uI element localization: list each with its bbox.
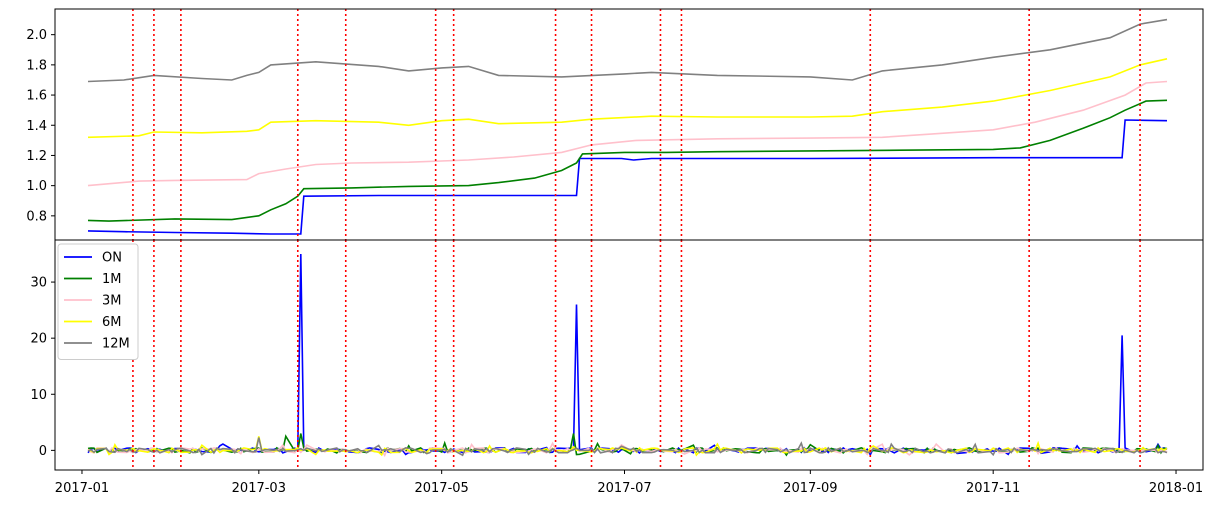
x-tick-label: 2017-01 bbox=[55, 481, 109, 496]
axes-frame-levels bbox=[54, 8, 1204, 241]
x-tick-label: 2017-03 bbox=[232, 481, 286, 496]
legend-frame bbox=[57, 243, 139, 360]
series-line-12m-changes bbox=[87, 437, 1168, 457]
y-tick-label: 0 bbox=[39, 444, 47, 459]
y-tick-label: 1.2 bbox=[26, 149, 47, 164]
x-tick-label: 2017-07 bbox=[597, 481, 651, 496]
legend-label-12m: 12M bbox=[102, 337, 130, 352]
series-line-on-levels bbox=[87, 119, 1168, 235]
y-tick-label: 30 bbox=[30, 276, 47, 291]
y-tick-label: 2.0 bbox=[26, 28, 47, 43]
axes-frame-changes bbox=[54, 239, 1204, 471]
x-tick-label: 2017-09 bbox=[783, 481, 837, 496]
series-line-3m-levels bbox=[87, 80, 1168, 187]
panel-changes: 0 10 20 30 bbox=[30, 239, 1204, 471]
x-tick-label: 2018-01 bbox=[1149, 481, 1203, 496]
legend-label-1m: 1M bbox=[102, 272, 122, 287]
plot-area-levels bbox=[87, 9, 1168, 240]
legend-label-6m: 6M bbox=[102, 315, 122, 330]
x-tick-label: 2017-11 bbox=[966, 481, 1020, 496]
y-tick-label: 0.8 bbox=[26, 209, 47, 224]
panel-levels: 0.8 1.0 1.2 1.4 1.6 1.8 2.0 bbox=[26, 8, 1204, 241]
y-tick-label: 1.0 bbox=[26, 179, 47, 194]
series-line-12m-levels bbox=[87, 18, 1168, 83]
plot-area-changes bbox=[87, 240, 1168, 470]
series-line-6m-changes bbox=[87, 436, 1168, 457]
legend-label-on: ON bbox=[102, 251, 122, 266]
y-tick-label: 20 bbox=[30, 332, 47, 347]
legend-label-3m: 3M bbox=[102, 294, 122, 309]
series-line-on-changes bbox=[87, 253, 1168, 457]
legend: ON 1M 3M 6M 12M bbox=[57, 243, 139, 360]
x-tick-label: 2017-05 bbox=[414, 481, 468, 496]
y-tick-label: 1.6 bbox=[26, 89, 47, 104]
y-tick-label: 1.4 bbox=[26, 119, 47, 134]
y-tick-label: 1.8 bbox=[26, 58, 47, 73]
y-tick-label: 10 bbox=[30, 388, 47, 403]
series-line-6m-levels bbox=[87, 58, 1168, 139]
series-line-1m-levels bbox=[87, 99, 1168, 222]
